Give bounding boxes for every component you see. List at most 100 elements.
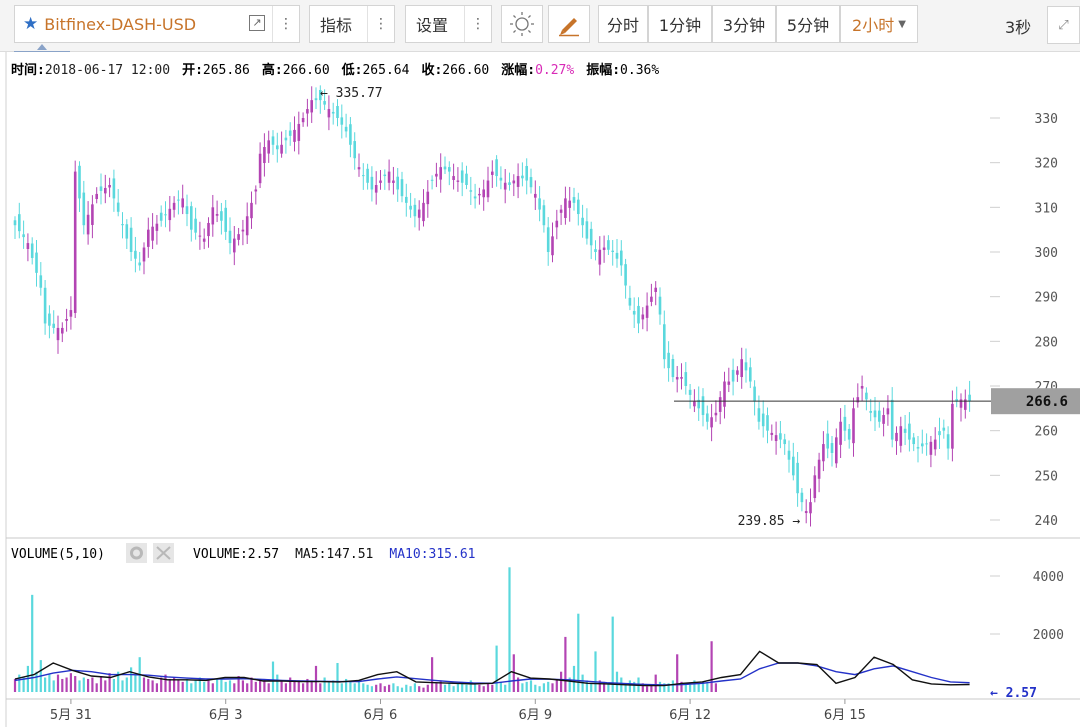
candle-body: [267, 140, 270, 154]
candle-body: [430, 179, 434, 181]
candle-body: [61, 327, 64, 334]
candle-body: [220, 211, 223, 221]
open-label: 开:: [182, 63, 203, 78]
close-icon: [156, 546, 171, 560]
volume-bar: [422, 687, 425, 692]
candle-body: [409, 205, 412, 210]
candle-body: [478, 193, 481, 196]
period-tab-3[interactable]: 5分钟: [776, 5, 840, 43]
candle-body: [82, 192, 86, 226]
volume-bar: [314, 665, 318, 692]
volume-title: VOLUME(5,10): [11, 547, 105, 562]
ma5-line: [14, 650, 970, 687]
candle-body: [491, 171, 494, 175]
candle-body: [706, 413, 709, 422]
candle-body: [933, 439, 937, 450]
volume-bar: [633, 681, 636, 692]
candle-body: [151, 226, 154, 241]
volume-bar: [138, 657, 141, 692]
candle-body: [417, 209, 421, 218]
candle-body: [546, 227, 550, 252]
low-label: 低:: [341, 62, 363, 78]
period-tab-0[interactable]: 分时: [598, 5, 648, 43]
volume-bar: [710, 641, 713, 692]
volume-bar: [177, 680, 180, 692]
volume-bar: [663, 683, 666, 692]
candle-body: [886, 408, 890, 415]
expand-icon[interactable]: ⤢: [1047, 6, 1080, 44]
refresh-interval[interactable]: 3秒: [1005, 18, 1032, 37]
vertical-dots-icon[interactable]: ⋮: [272, 6, 299, 42]
candle-body: [572, 197, 576, 203]
candle-body: [362, 175, 365, 177]
candle-body: [731, 369, 735, 382]
candle-body: [366, 168, 369, 183]
candle-body: [964, 399, 967, 410]
star-icon[interactable]: ★: [23, 14, 39, 34]
draw-button[interactable]: [548, 5, 590, 43]
last-volume-label: ← 2.57: [990, 686, 1037, 701]
settings-button[interactable]: 设置 ⋮: [405, 5, 492, 43]
volume-bar: [452, 686, 455, 692]
candle-body: [164, 214, 167, 216]
y-tick-label: 330: [1035, 112, 1058, 127]
volume-bar: [164, 674, 167, 692]
theme-button[interactable]: [501, 5, 543, 43]
volume-bar: [91, 677, 94, 692]
indicators-button[interactable]: 指标 ⋮: [309, 5, 395, 43]
period-label: 1分钟: [658, 16, 702, 35]
candle-body: [856, 397, 860, 403]
candle-body: [641, 314, 645, 320]
volume-bar: [349, 681, 352, 692]
candle-body: [276, 145, 279, 150]
symbol-selector[interactable]: ★ Bitfinex-DASH-USD ↗ ⋮: [14, 5, 300, 43]
x-axis: 5月 31 6月 3 6月 6 6月 9 6月 12 6月 15: [50, 699, 866, 723]
candle-body: [555, 220, 559, 228]
candle-body: [929, 441, 933, 455]
volume-bar: [35, 671, 38, 692]
period-tab-2[interactable]: 3分钟: [712, 5, 776, 43]
volume-bar: [478, 684, 481, 692]
volume-bar: [104, 680, 107, 692]
candle-body: [585, 221, 589, 239]
candle-body: [155, 223, 159, 231]
volume-bar: [413, 683, 416, 692]
vertical-dots-icon[interactable]: ⋮: [464, 6, 491, 42]
y-tick-label: 320: [1035, 157, 1058, 172]
period-tab-1[interactable]: 1分钟: [648, 5, 712, 43]
settings-label: 设置: [416, 16, 449, 35]
volume-bar: [99, 676, 103, 692]
volume-bar: [405, 684, 408, 692]
candle-body: [301, 118, 305, 123]
volume-bar: [56, 674, 60, 692]
candle-body: [822, 444, 825, 462]
candle-body: [908, 423, 911, 440]
candle-body: [658, 296, 662, 315]
volume-value: 2.57: [248, 547, 279, 562]
y-tick-label: 240: [1035, 514, 1058, 529]
candle-body: [215, 214, 219, 216]
volume-bar: [52, 680, 55, 692]
candle-body: [959, 399, 963, 408]
volume-bar: [400, 687, 404, 692]
candle-body: [26, 243, 30, 249]
candle-body: [190, 206, 193, 230]
volume-bar: [521, 683, 524, 692]
volume-bar: [216, 678, 219, 692]
x-tick-label: 6月 6: [364, 708, 398, 723]
candle-body: [568, 200, 571, 208]
candle-body: [134, 250, 137, 259]
period-tab-4[interactable]: 2小时 ▼: [840, 5, 918, 43]
volume-bar: [284, 683, 287, 692]
candle-body: [30, 243, 34, 258]
vertical-dots-icon[interactable]: ⋮: [367, 6, 394, 42]
ma5-label: MA5:: [295, 547, 326, 562]
volume-bar: [684, 683, 687, 692]
candle-body: [448, 167, 451, 172]
candle-body: [138, 262, 141, 266]
candle-body: [43, 287, 47, 324]
candle-body: [787, 450, 791, 460]
candle-body: [86, 214, 90, 235]
external-link-icon[interactable]: ↗: [249, 15, 265, 31]
volume-bar: [590, 683, 593, 692]
